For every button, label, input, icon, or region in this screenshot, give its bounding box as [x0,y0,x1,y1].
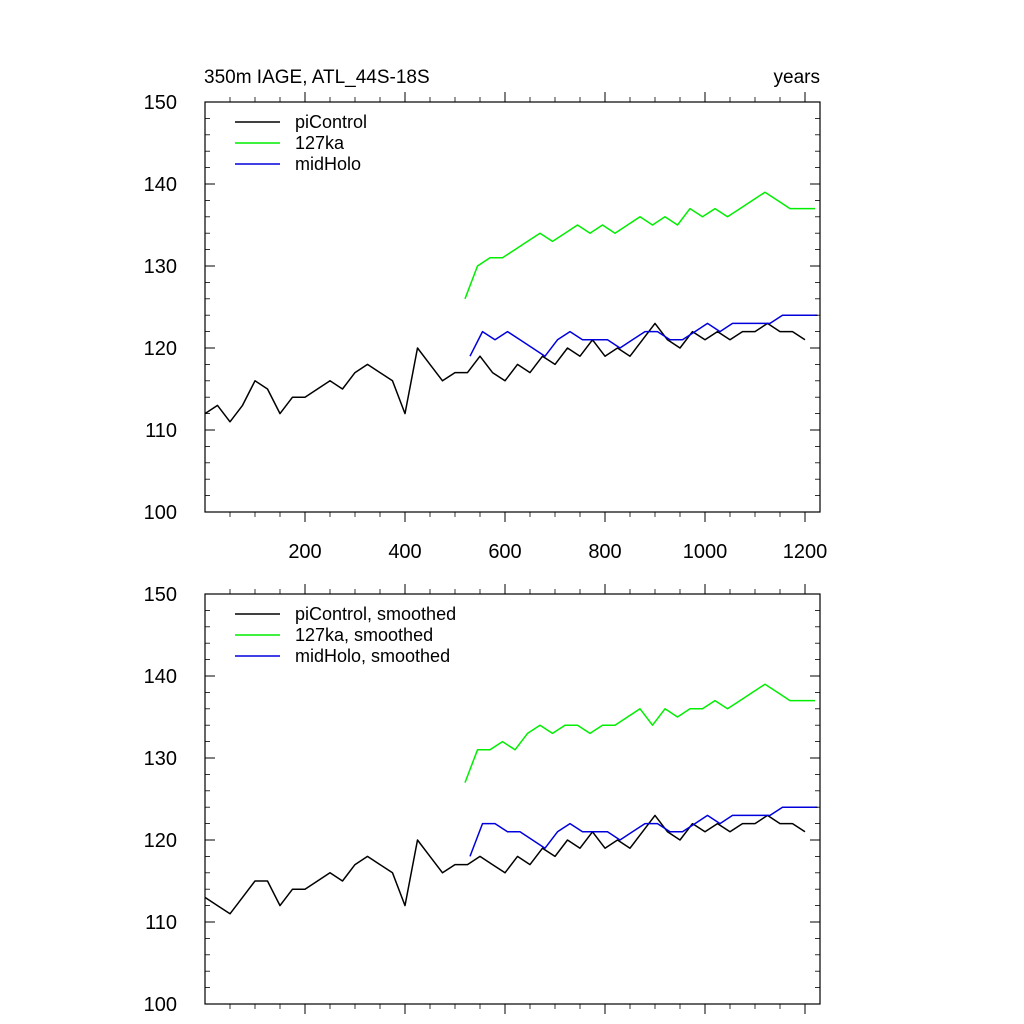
top-x-tick-label: 400 [388,541,421,563]
bottom-y-tick-label: 140 [144,666,177,688]
top-y-tick-label: 100 [144,502,177,524]
top-legend-label-3: midHolo [295,154,361,174]
top-panel-lines [204,191,818,423]
top-y-tick-label: 150 [144,92,177,114]
top-panel-axes: 100 110 120 130 140 150 200 400 600 800 1000 1200 [144,92,828,563]
top-panel: 350m IAGE, ATL_44S-18S years 100 110 120 13… [144,67,828,563]
top-plot-frame [204,101,821,513]
top-y-tick-label: 130 [144,256,177,278]
bottom-panel-lines [204,683,818,915]
top-legend-label-1: piControl [295,112,367,132]
bottom-panel: 100 110 120 130 140 150 piControl, smoothed12… [144,584,821,1016]
top-x-tick-label: 1200 [783,541,828,563]
bottom-y-tick-label: 130 [144,748,177,770]
bottom-panel-axes: 100 110 120 130 140 150 [144,584,821,1016]
top-y-tick-label: 140 [144,174,177,196]
top-y-tick-label: 110 [145,420,177,442]
bottom-y-tick-label: 110 [145,912,177,934]
bottom-plot-frame [204,593,821,1005]
top-y-tick-label: 120 [144,338,177,360]
bottom-y-tick-label: 150 [144,584,177,606]
top-panel-x-unit: years [774,67,820,88]
bottom-y-tick-label: 120 [144,830,177,852]
bottom-series-line-2 [464,683,815,783]
bottom-series-line-1 [204,814,806,915]
bottom-legend-label-1: piControl, smoothed [295,604,456,624]
top-series-line-3 [469,314,818,357]
bottom-series-line-3 [469,806,818,857]
bottom-y-tick-label: 100 [144,994,177,1016]
top-x-tick-label: 1000 [683,541,728,563]
bottom-legend-label-2: 127ka, smoothed [295,625,433,645]
top-panel-title: 350m IAGE, ATL_44S-18S [204,67,430,88]
top-x-tick-label: 800 [588,541,621,563]
top-series-line-1 [204,322,806,423]
top-x-tick-label: 200 [288,541,321,563]
bottom-legend-label-3: midHolo, smoothed [295,646,450,666]
top-legend-label-2: 127ka [295,133,345,153]
top-x-tick-label: 600 [488,541,521,563]
top-series-line-2 [464,191,815,300]
